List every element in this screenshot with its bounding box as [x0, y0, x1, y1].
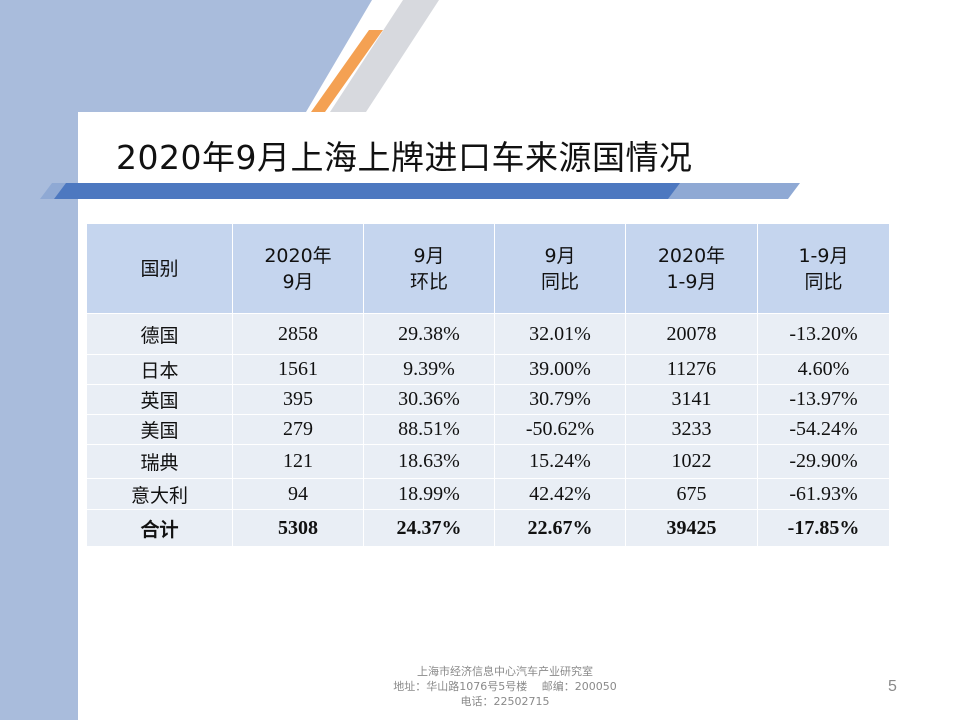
sep-2020-cell: 1561 — [232, 354, 364, 385]
header-sep-2020: 2020年 9月 — [232, 223, 364, 314]
country-cell: 日本 — [86, 354, 233, 385]
sep-2020-cell: 94 — [232, 478, 364, 510]
sep-mom-cell: 18.63% — [363, 444, 495, 479]
sep-mom-cell: 30.36% — [363, 384, 495, 415]
ytd-2020-cell: 675 — [625, 478, 758, 510]
ytd-yoy-cell: -29.90% — [757, 444, 890, 479]
ytd-2020-cell: 3233 — [625, 414, 758, 445]
total-label-cell: 合计 — [86, 509, 233, 547]
sep-2020-cell: 2858 — [232, 313, 364, 355]
table-row: 瑞典 121 18.63% 15.24% 1022 -29.90% — [86, 444, 890, 479]
ytd-yoy-cell: -54.24% — [757, 414, 890, 445]
country-cell: 英国 — [86, 384, 233, 415]
footer-phone: 电话：22502715 — [460, 695, 550, 708]
page-title: 2020年9月上海上牌进口车来源国情况 — [116, 138, 693, 177]
page-number: 5 — [888, 678, 897, 695]
country-cell: 瑞典 — [86, 444, 233, 479]
country-cell: 意大利 — [86, 478, 233, 510]
ytd-2020-cell: 20078 — [625, 313, 758, 355]
total-sep-yoy-cell: 22.67% — [494, 509, 626, 547]
sep-2020-cell: 121 — [232, 444, 364, 479]
total-sep-mom-cell: 24.37% — [363, 509, 495, 547]
header-sep-yoy: 9月 同比 — [494, 223, 626, 314]
sep-yoy-cell: 32.01% — [494, 313, 626, 355]
sep-2020-cell: 279 — [232, 414, 364, 445]
sep-mom-cell: 9.39% — [363, 354, 495, 385]
sep-yoy-cell: 42.42% — [494, 478, 626, 510]
ytd-yoy-cell: -61.93% — [757, 478, 890, 510]
table-total-row: 合计 5308 24.37% 22.67% 39425 -17.85% — [86, 509, 890, 547]
sep-mom-cell: 29.38% — [363, 313, 495, 355]
table-row: 美国 279 88.51% -50.62% 3233 -54.24% — [86, 414, 890, 445]
sep-yoy-cell: 30.79% — [494, 384, 626, 415]
header-country: 国别 — [86, 223, 233, 314]
orange-stripe — [311, 30, 383, 112]
top-decorative-band — [0, 0, 439, 112]
footer-organization: 上海市经济信息中心汽车产业研究室 — [417, 665, 593, 678]
light-stripe — [330, 0, 439, 112]
sep-mom-cell: 88.51% — [363, 414, 495, 445]
import-source-table: 国别 2020年 9月 9月 环比 9月 同比 2020年 1-9月 1-9月 同比 德国… — [86, 223, 890, 547]
left-decorative-band — [0, 0, 78, 720]
sep-mom-cell: 18.99% — [363, 478, 495, 510]
ytd-2020-cell: 3141 — [625, 384, 758, 415]
ytd-yoy-cell: -13.20% — [757, 313, 890, 355]
header-ytd-yoy: 1-9月 同比 — [757, 223, 890, 314]
ytd-2020-cell: 11276 — [625, 354, 758, 385]
underline-dark — [54, 183, 680, 199]
sep-yoy-cell: 15.24% — [494, 444, 626, 479]
country-cell: 德国 — [86, 313, 233, 355]
ytd-2020-cell: 1022 — [625, 444, 758, 479]
table-row: 日本 1561 9.39% 39.00% 11276 4.60% — [86, 354, 890, 385]
ytd-yoy-cell: 4.60% — [757, 354, 890, 385]
sep-yoy-cell: -50.62% — [494, 414, 626, 445]
ytd-yoy-cell: -13.97% — [757, 384, 890, 415]
sep-yoy-cell: 39.00% — [494, 354, 626, 385]
footer-address: 地址：华山路1076号5号楼 邮编：200050 — [393, 680, 617, 693]
header-ytd-2020: 2020年 1-9月 — [625, 223, 758, 314]
table-row: 英国 395 30.36% 30.79% 3141 -13.97% — [86, 384, 890, 415]
country-cell: 美国 — [86, 414, 233, 445]
total-ytd-2020-cell: 39425 — [625, 509, 758, 547]
total-ytd-yoy-cell: -17.85% — [757, 509, 890, 547]
table-header-row: 国别 2020年 9月 9月 环比 9月 同比 2020年 1-9月 1-9月 同比 — [86, 223, 890, 314]
header-sep-mom: 9月 环比 — [363, 223, 495, 314]
top-band-blue — [0, 0, 372, 112]
table-row: 意大利 94 18.99% 42.42% 675 -61.93% — [86, 478, 890, 510]
sep-2020-cell: 395 — [232, 384, 364, 415]
total-sep-2020-cell: 5308 — [232, 509, 364, 547]
table-row: 德国 2858 29.38% 32.01% 20078 -13.20% — [86, 313, 890, 355]
footer-contact: 上海市经济信息中心汽车产业研究室 地址：华山路1076号5号楼 邮编：20005… — [360, 664, 650, 709]
title-underline — [40, 183, 800, 199]
